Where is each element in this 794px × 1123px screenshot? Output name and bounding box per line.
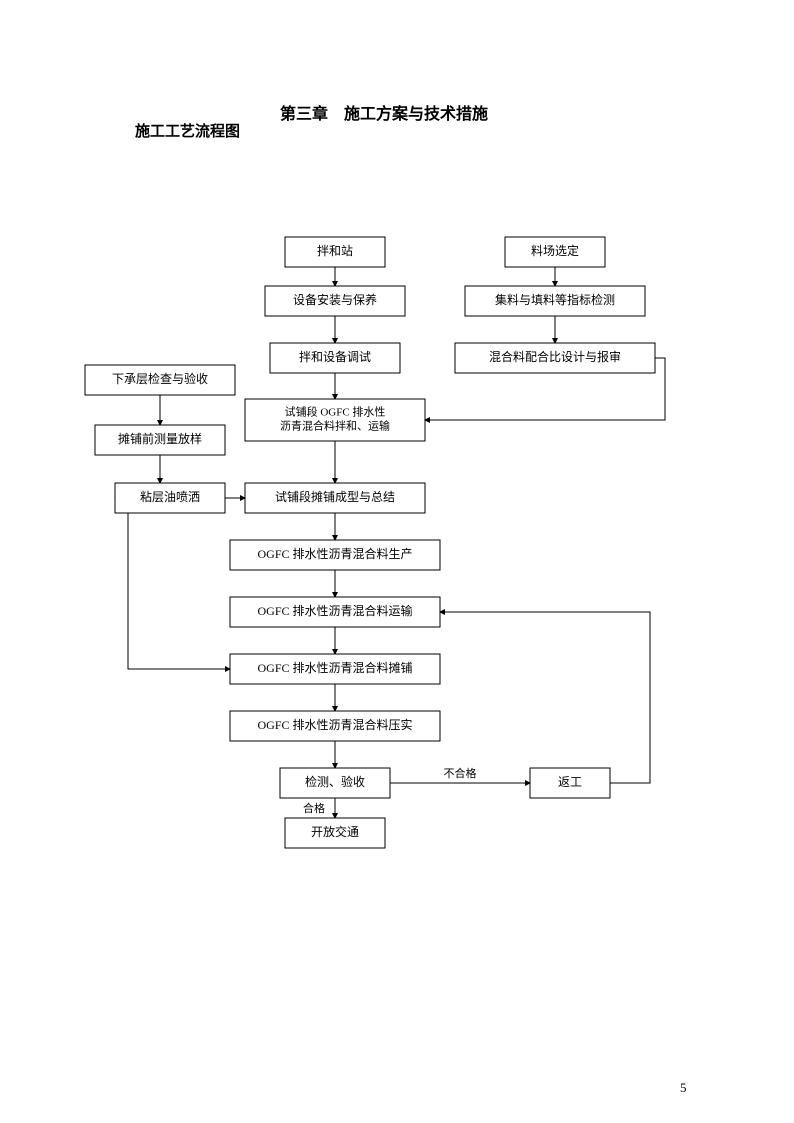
svg-text:检测、验收: 检测、验收 [305, 774, 365, 789]
svg-text:粘层油喷洒: 粘层油喷洒 [140, 489, 200, 504]
flowchart-canvas: 合格 不合格 拌和站设备安装与保养拌和设备调试试铺段 OGFC 排水性沥青混合料拌和… [0, 0, 794, 1123]
flow-node-A7: OGFC 排水性沥青混合料运输 [230, 597, 440, 627]
flow-node-A5: 试铺段摊铺成型与总结 [245, 483, 425, 513]
flow-node-A11: 开放交通 [285, 818, 385, 848]
svg-text:返工: 返工 [558, 775, 582, 789]
svg-text:料场选定: 料场选定 [531, 243, 579, 258]
svg-text:OGFC 排水性沥青混合料摊铺: OGFC 排水性沥青混合料摊铺 [257, 660, 412, 675]
flow-node-C1: 下承层检查与验收 [85, 365, 235, 395]
svg-text:OGFC 排水性沥青混合料运输: OGFC 排水性沥青混合料运输 [257, 603, 412, 618]
svg-text:拌和站: 拌和站 [317, 243, 353, 258]
svg-text:不合格: 不合格 [444, 766, 477, 780]
svg-text:摊铺前测量放样: 摊铺前测量放样 [118, 431, 202, 446]
flow-node-A6: OGFC 排水性沥青混合料生产 [230, 540, 440, 570]
flow-node-A1: 拌和站 [285, 237, 385, 267]
flow-node-A9: OGFC 排水性沥青混合料压实 [230, 711, 440, 741]
svg-text:沥青混合料拌和、运输: 沥青混合料拌和、运输 [280, 419, 390, 433]
svg-text:拌和设备调试: 拌和设备调试 [299, 349, 371, 364]
svg-text:试铺段 OGFC 排水性: 试铺段 OGFC 排水性 [285, 405, 386, 419]
svg-text:合格: 合格 [303, 801, 325, 815]
flow-node-A3: 拌和设备调试 [270, 343, 400, 373]
svg-text:开放交通: 开放交通 [311, 824, 359, 839]
svg-text:下承层检查与验收: 下承层检查与验收 [112, 371, 208, 386]
svg-text:OGFC 排水性沥青混合料生产: OGFC 排水性沥青混合料生产 [257, 546, 412, 561]
svg-text:集料与填料等指标检测: 集料与填料等指标检测 [495, 292, 615, 307]
flow-node-A8: OGFC 排水性沥青混合料摊铺 [230, 654, 440, 684]
flow-node-A4: 试铺段 OGFC 排水性沥青混合料拌和、运输 [245, 399, 425, 441]
svg-text:混合料配合比设计与报审: 混合料配合比设计与报审 [489, 349, 621, 364]
flow-node-A2: 设备安装与保养 [265, 286, 405, 316]
flow-node-B2: 集料与填料等指标检测 [465, 286, 645, 316]
flow-node-B3: 混合料配合比设计与报审 [455, 343, 655, 373]
svg-text:OGFC 排水性沥青混合料压实: OGFC 排水性沥青混合料压实 [257, 717, 412, 732]
flow-node-A10: 检测、验收 [280, 768, 390, 798]
document-page: 第三章 施工方案与技术措施 施工工艺流程图 5 合格不合格拌和站设备安装与保养拌… [0, 0, 794, 1123]
flow-node-C2: 摊铺前测量放样 [95, 425, 225, 455]
flow-node-R: 返工 [530, 768, 610, 798]
flow-node-C3: 粘层油喷洒 [115, 483, 225, 513]
svg-text:试铺段摊铺成型与总结: 试铺段摊铺成型与总结 [275, 489, 395, 504]
flow-node-B1: 料场选定 [505, 237, 605, 267]
svg-text:设备安装与保养: 设备安装与保养 [293, 292, 377, 307]
